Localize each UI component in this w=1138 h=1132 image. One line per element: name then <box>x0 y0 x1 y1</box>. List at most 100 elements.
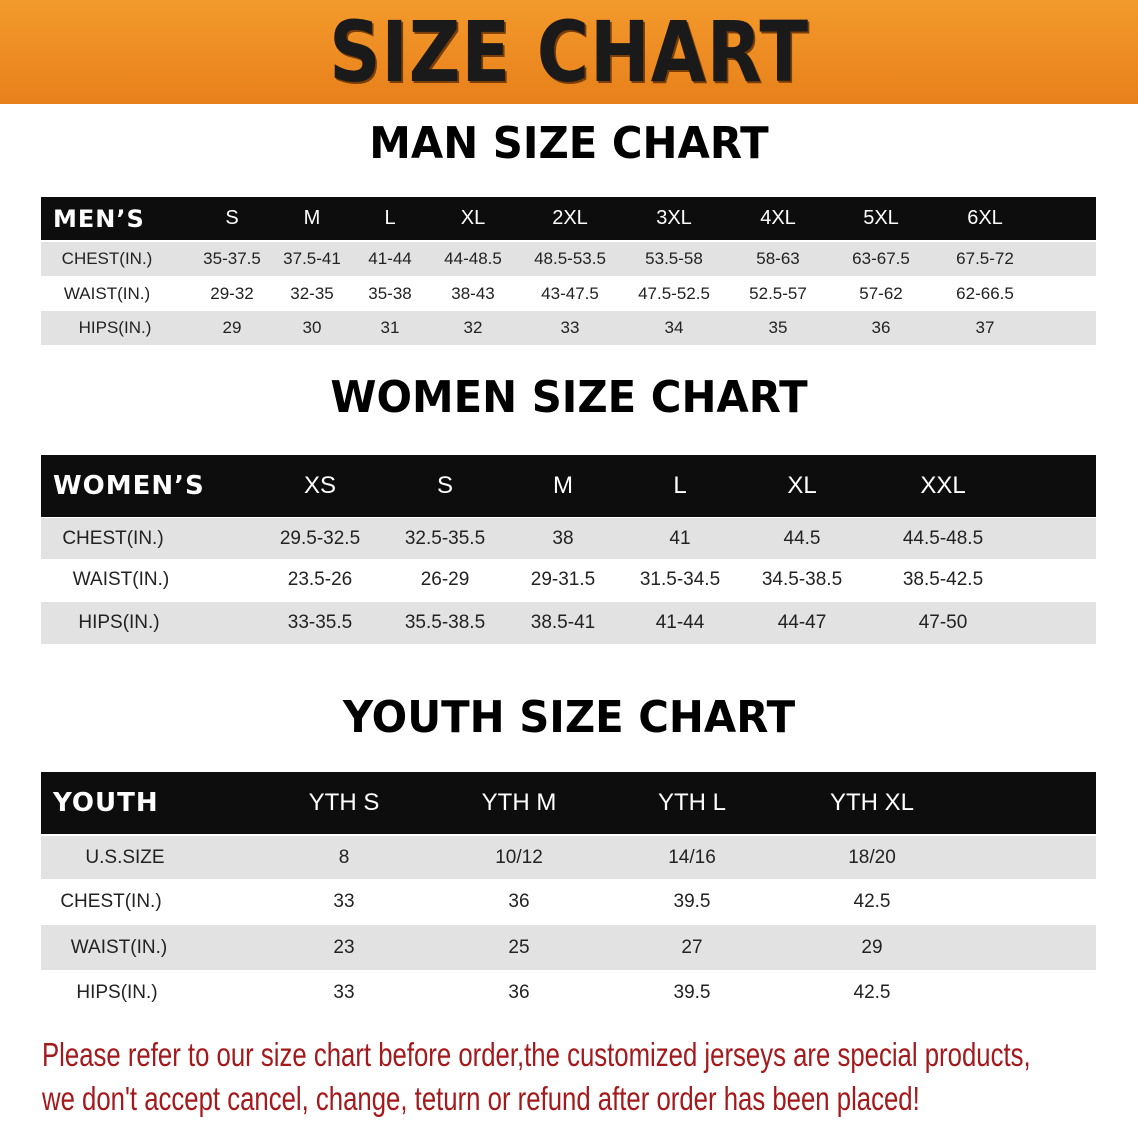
table-cell: 41-44 <box>368 249 412 268</box>
table-cell: 27 <box>681 936 703 958</box>
table-row: CHEST(IN.) 33 36 39.5 42.5 <box>41 880 1096 924</box>
table-cell: 57-62 <box>859 283 903 303</box>
table-row: WAIST(IN.) 29-32 32-35 35-38 38-43 43-47.5 47.… <box>41 277 1096 310</box>
table-cell: 29-31.5 <box>530 569 596 590</box>
size-header-cell: XXL <box>920 472 966 499</box>
table-cell: 33 <box>560 318 580 337</box>
table-cell: 29-32 <box>210 283 254 303</box>
table-cell: 36 <box>508 891 530 912</box>
table-cell: 25 <box>508 936 530 958</box>
table-cell: 42.5 <box>853 982 891 1003</box>
banner-title: SIZE CHART <box>329 3 809 101</box>
table-cell: 34 <box>664 318 684 337</box>
table-cell: 36 <box>871 318 891 337</box>
table-row: HIPS(IN.) 33 36 39.5 42.5 <box>41 971 1096 1015</box>
size-header-cell: YTH XL <box>829 789 915 816</box>
table-cell: 39.5 <box>673 891 711 912</box>
table-cell: 23 <box>333 936 355 958</box>
size-header-cell: XL <box>787 472 817 499</box>
row-label: CHEST(IN.) <box>61 249 153 268</box>
table-cell: 52.5-57 <box>749 283 807 303</box>
row-label: CHEST(IN.) <box>60 891 162 912</box>
notice-line-1: Please refer to our size chart before or… <box>42 1036 1031 1073</box>
table-cell: 62-66.5 <box>956 283 1014 303</box>
table-title-cell: WOMEN’S <box>53 471 205 501</box>
table-cell: 35-37.5 <box>203 249 261 268</box>
size-header-cell: 6XL <box>967 207 1003 229</box>
table-cell: 32 <box>463 318 483 337</box>
table-cell: 37 <box>975 318 995 337</box>
table-cell: 53.5-58 <box>645 249 703 268</box>
size-header-cell: M <box>303 207 321 229</box>
table-cell: 32-35 <box>290 283 334 303</box>
table-cell: 35 <box>768 318 788 337</box>
row-label: HIPS(IN.) <box>78 318 152 337</box>
row-label: WAIST(IN.) <box>70 936 168 958</box>
table-cell: 31.5-34.5 <box>639 569 721 590</box>
table-cell: 44.5 <box>783 527 821 549</box>
size-header-cell: M <box>553 472 573 499</box>
table-cell: 35.5-38.5 <box>404 612 486 633</box>
table-cell: 31 <box>380 318 400 337</box>
size-header-cell: 3XL <box>656 207 692 229</box>
table-cell: 47-50 <box>918 612 968 633</box>
table-cell: 38.5-42.5 <box>902 569 984 590</box>
youth-section-title: YOUTH SIZE CHART <box>342 692 796 743</box>
table-title-cell: YOUTH <box>53 788 159 818</box>
size-header-cell: S <box>225 207 239 229</box>
table-row: CHEST(IN.) 29.5-32.5 32.5-35.5 38 41 44.5 44.5… <box>41 518 1096 559</box>
table-cell: 30 <box>302 318 322 337</box>
row-label: WAIST(IN.) <box>63 283 151 303</box>
table-cell: 44-48.5 <box>444 249 502 268</box>
table-cell: 41 <box>669 527 691 549</box>
table-cell: 38 <box>552 527 574 549</box>
table-cell: 10/12 <box>495 846 543 868</box>
table-cell: 48.5-53.5 <box>534 249 606 268</box>
table-cell: 14/16 <box>668 846 716 868</box>
table-cell: 34.5-38.5 <box>761 569 843 590</box>
table-header-row: MEN’S S M L XL 2XL 3XL 4XL 5XL 6XL <box>41 197 1096 240</box>
size-header-cell: YTH L <box>657 789 727 816</box>
row-label: CHEST(IN.) <box>62 527 164 549</box>
table-cell: 43-47.5 <box>541 283 599 303</box>
table-row: HIPS(IN.) 29 30 31 32 33 34 35 36 37 <box>41 311 1096 345</box>
women-section-title: WOMEN SIZE CHART <box>330 372 808 423</box>
table-cell: 47.5-52.5 <box>638 283 710 303</box>
size-header-cell: 5XL <box>863 207 899 229</box>
table-cell: 63-67.5 <box>852 249 910 268</box>
size-header-cell: 4XL <box>760 207 796 229</box>
table-cell: 33 <box>333 891 355 912</box>
table-cell: 33 <box>333 982 355 1003</box>
row-label: HIPS(IN.) <box>76 982 158 1003</box>
table-cell: 41-44 <box>655 612 705 633</box>
table-cell: 67.5-72 <box>956 249 1014 268</box>
table-cell: 32.5-35.5 <box>404 527 486 549</box>
table-row: HIPS(IN.) 33-35.5 35.5-38.5 38.5-41 41-44 44-… <box>41 602 1096 644</box>
table-cell: 39.5 <box>673 982 711 1003</box>
table-cell: 18/20 <box>848 846 896 868</box>
size-header-cell: 2XL <box>552 207 588 229</box>
table-row: CHEST(IN.) 35-37.5 37.5-41 41-44 44-48.5 48.5… <box>41 242 1096 276</box>
size-header-cell: XL <box>460 207 486 229</box>
table-cell: 26-29 <box>420 569 470 590</box>
size-header-cell: L <box>384 207 396 229</box>
table-row: WAIST(IN.) 23.5-26 26-29 29-31.5 31.5-34.5 34… <box>41 559 1096 601</box>
row-label: HIPS(IN.) <box>78 612 160 633</box>
size-header-cell: S <box>436 472 454 499</box>
table-cell: 37.5-41 <box>283 249 341 268</box>
title-banner: SIZE CHART <box>0 0 1138 104</box>
table-cell: 58-63 <box>756 249 800 268</box>
table-cell: 42.5 <box>853 891 891 912</box>
table-cell: 29 <box>861 936 883 958</box>
table-cell: 36 <box>508 982 530 1003</box>
table-cell: 33-35.5 <box>287 612 353 633</box>
table-cell: 29.5-32.5 <box>279 527 361 549</box>
table-cell: 29 <box>222 318 242 337</box>
table-header-row: WOMEN’S XS S M L XL XXL <box>41 455 1096 517</box>
row-label: WAIST(IN.) <box>72 569 170 590</box>
table-header-row: YOUTH YTH S YTH M YTH L YTH XL <box>41 772 1096 834</box>
size-header-cell: L <box>673 472 687 499</box>
table-cell: 23.5-26 <box>287 569 353 590</box>
table-cell: 35-38 <box>368 283 412 303</box>
size-header-cell: YTH S <box>308 789 380 816</box>
